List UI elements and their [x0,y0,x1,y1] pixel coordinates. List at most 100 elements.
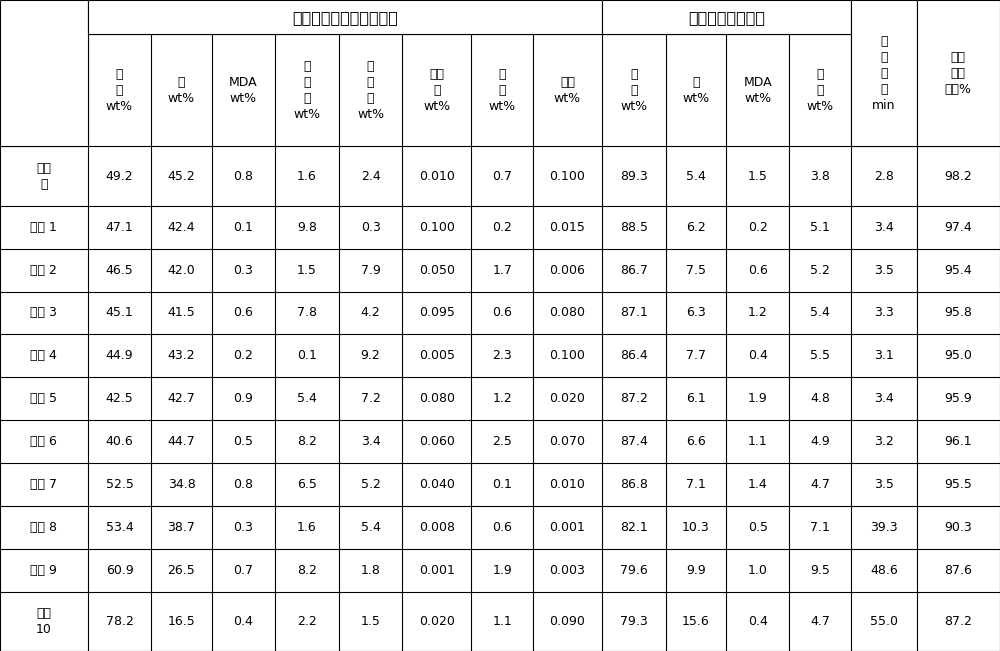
Text: 47.1: 47.1 [106,221,133,234]
Text: 87.2: 87.2 [620,392,648,405]
Bar [602,0,851,35]
Text: 9.5: 9.5 [810,564,830,577]
Text: 6.3: 6.3 [686,307,706,320]
Text: 0.3: 0.3 [233,521,253,534]
Text: 2.8: 2.8 [874,170,894,183]
Text: 44.9: 44.9 [106,350,133,363]
Text: 1.1: 1.1 [492,615,512,628]
Text: 5.4: 5.4 [297,392,317,405]
Text: 改变 5: 改变 5 [30,392,57,405]
Text: 1.5: 1.5 [361,615,381,628]
Text: 40.6: 40.6 [106,435,133,448]
Text: 5.5: 5.5 [810,350,830,363]
Text: 15.6: 15.6 [682,615,710,628]
Text: 0.020: 0.020 [419,615,455,628]
Text: 0.4: 0.4 [748,615,768,628]
Text: 97.4: 97.4 [944,221,972,234]
Text: 0.5: 0.5 [748,521,768,534]
Text: 1.6: 1.6 [297,170,317,183]
Text: 4.8: 4.8 [810,392,830,405]
Text: 55.0: 55.0 [870,615,898,628]
Text: 4.7: 4.7 [810,478,830,491]
Text: 水
wt%: 水 wt% [682,76,709,105]
Text: 6.1: 6.1 [686,392,706,405]
Text: 分相前苯胺水混合液组成: 分相前苯胺水混合液组成 [292,10,398,25]
Text: 8.2: 8.2 [297,564,317,577]
Text: 89.3: 89.3 [620,170,648,183]
Text: 6.6: 6.6 [686,435,706,448]
Text: 3.5: 3.5 [874,478,894,491]
Text: 1.5: 1.5 [297,264,317,277]
Text: 0.7: 0.7 [492,170,512,183]
Text: 0.6: 0.6 [233,307,253,320]
Text: 60.9: 60.9 [106,564,133,577]
Text: 5.4: 5.4 [361,521,381,534]
Text: 改变
10: 改变 10 [36,607,52,636]
Text: 0.8: 0.8 [233,170,253,183]
Text: 0.1: 0.1 [233,221,253,234]
Text: 4.7: 4.7 [810,615,830,628]
Text: 改变 1: 改变 1 [30,221,57,234]
Text: 38.7: 38.7 [168,521,195,534]
Text: 甲
醇
wt%: 甲 醇 wt% [489,68,516,113]
Text: 苯胺
回收
率，%: 苯胺 回收 率，% [945,51,972,96]
Text: 4.9: 4.9 [810,435,830,448]
Bar [88,0,602,35]
Bar [0,0,88,146]
Text: 0.3: 0.3 [361,221,381,234]
Text: 0.5: 0.5 [233,435,253,448]
Text: 0.095: 0.095 [419,307,455,320]
Text: 2.2: 2.2 [297,615,317,628]
Text: 0.001: 0.001 [419,564,455,577]
Text: 7.1: 7.1 [686,478,706,491]
Text: 95.8: 95.8 [944,307,972,320]
Text: 53.4: 53.4 [106,521,133,534]
Text: 95.0: 95.0 [944,350,972,363]
Text: 改变 4: 改变 4 [30,350,57,363]
Text: 0.6: 0.6 [492,521,512,534]
Text: 6.5: 6.5 [297,478,317,491]
Text: 1.2: 1.2 [492,392,512,405]
Text: 7.7: 7.7 [686,350,706,363]
Text: 苯
胺
wt%: 苯 胺 wt% [620,68,647,113]
Text: 0.010: 0.010 [419,170,455,183]
Text: 1.5: 1.5 [748,170,768,183]
Text: 79.3: 79.3 [620,615,648,628]
Text: 4.2: 4.2 [361,307,380,320]
Text: 环己
酮
wt%: 环己 酮 wt% [423,68,451,113]
Bar [917,0,1000,146]
Text: 0.050: 0.050 [419,264,455,277]
Text: 改变 8: 改变 8 [30,521,57,534]
Text: 79.6: 79.6 [620,564,648,577]
Text: 5.2: 5.2 [810,264,830,277]
Text: 43.2: 43.2 [168,350,195,363]
Text: 16.5: 16.5 [168,615,195,628]
Text: 0.015: 0.015 [549,221,585,234]
Text: 改变 3: 改变 3 [30,307,57,320]
Text: 86.4: 86.4 [620,350,648,363]
Text: 0.8: 0.8 [233,478,253,491]
Text: 52.5: 52.5 [106,478,133,491]
Text: 0.001: 0.001 [549,521,585,534]
Text: 改变 6: 改变 6 [30,435,57,448]
Text: 0.100: 0.100 [549,170,585,183]
Text: 96.1: 96.1 [945,435,972,448]
Text: 环
己
胺
wt%: 环 己 胺 wt% [293,60,321,121]
Text: 9.9: 9.9 [686,564,706,577]
Text: 3.2: 3.2 [874,435,894,448]
Text: 0.2: 0.2 [233,350,253,363]
Text: 0.100: 0.100 [419,221,455,234]
Text: 0.9: 0.9 [233,392,253,405]
Text: 1.7: 1.7 [492,264,512,277]
Text: 87.4: 87.4 [620,435,648,448]
Text: 7.1: 7.1 [810,521,830,534]
Text: 0.4: 0.4 [748,350,768,363]
Text: 87.2: 87.2 [944,615,972,628]
Text: 0.040: 0.040 [419,478,455,491]
Text: 0.1: 0.1 [297,350,317,363]
Text: 9.2: 9.2 [361,350,380,363]
Text: 0.010: 0.010 [549,478,585,491]
Text: 98.2: 98.2 [944,170,972,183]
Text: 3.4: 3.4 [361,435,380,448]
Text: 0.080: 0.080 [549,307,585,320]
